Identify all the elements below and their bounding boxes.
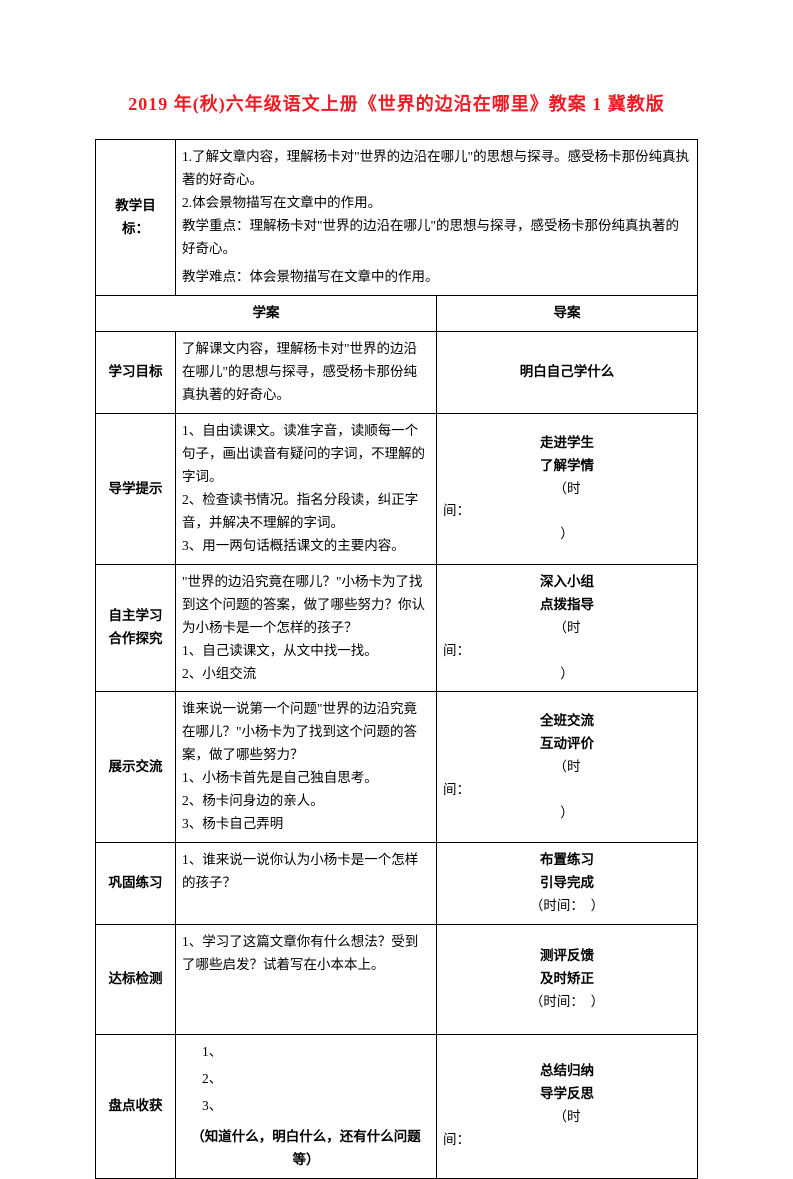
guide-right-2: 了解学情 — [443, 455, 691, 478]
show-line-2: 1、小杨卡首先是自己独自思考。 — [182, 767, 430, 790]
self-line-2: 1、自己读课文，从文中找一找。 — [182, 640, 430, 663]
goal-line-1: 1.了解文章内容，理解杨卡对"世界的边沿在哪儿"的思想与探寻。感受杨卡那份纯真执… — [182, 146, 691, 192]
content-guide-hint: 1、自由读课文。读准字音，读顺每一个句子，画出读音有疑问的字词，不理解的字词。 … — [176, 414, 437, 565]
practice-right-2: 引导完成 — [443, 872, 691, 895]
goal-line-3: 教学重点：理解杨卡对"世界的边沿在哪儿"的思想与探寻，感受杨卡那份纯真执著的好奇… — [182, 215, 691, 261]
show-line-1: 谁来说一说第一个问题"世界的边沿究竟在哪儿？"小杨卡为了找到这个问题的答案，做了… — [182, 698, 430, 767]
test-right-2: 及时矫正 — [443, 968, 691, 991]
right-harvest: 总结归纳 导学反思 （时 间： — [437, 1034, 698, 1178]
content-study-target: 了解课文内容，理解杨卡对"世界的边沿在哪儿"的思想与探寻，感受杨卡那份纯真执著的… — [176, 332, 437, 414]
row-section-header: 学案 导案 — [96, 296, 698, 332]
content-self-study: "世界的边沿究竟在哪儿？"小杨卡为了找到这个问题的答案，做了哪些努力？你认为小杨… — [176, 564, 437, 692]
guide-right-5: ） — [443, 523, 691, 546]
right-self-study: 深入小组 点拨指导 （时 间： ） — [437, 564, 698, 692]
harvest-list: 1、 2、 3、 — [182, 1041, 430, 1118]
content-show-share: 谁来说一说第一个问题"世界的边沿究竟在哪儿？"小杨卡为了找到这个问题的答案，做了… — [176, 692, 437, 843]
label-teaching-goal: 教学目标： — [96, 139, 176, 296]
show-right-5: ） — [443, 802, 691, 825]
content-test: 1、学习了这篇文章你有什么想法？受到了哪些启发？试着写在小本本上。 — [176, 924, 437, 1034]
document-title: 2019 年(秋)六年级语文上册《世界的边沿在哪里》教案 1 冀教版 — [95, 90, 698, 119]
test-right-3: （时间： ） — [443, 991, 691, 1014]
show-right-4: 间： — [443, 779, 691, 802]
harvest-item-1: 1、 — [202, 1041, 430, 1064]
right-practice: 布置练习 引导完成 （时间： ） — [437, 843, 698, 925]
guide-right-1: 走进学生 — [443, 432, 691, 455]
row-practice: 巩固练习 1、谁来说一说你认为小杨卡是一个怎样的孩子？ 布置练习 引导完成 （时… — [96, 843, 698, 925]
self-right-1: 深入小组 — [443, 571, 691, 594]
show-right-1: 全班交流 — [443, 710, 691, 733]
content-practice: 1、谁来说一说你认为小杨卡是一个怎样的孩子？ — [176, 843, 437, 925]
label-show-share: 展示交流 — [96, 692, 176, 843]
label-test: 达标检测 — [96, 924, 176, 1034]
guide-line-2: 2、检查读书情况。指名分段读，纠正字音，并解决不理解的字词。 — [182, 489, 430, 535]
harvest-footer: （知道什么，明白什么，还有什么问题等） — [182, 1126, 430, 1172]
self-line-1: "世界的边沿究竟在哪儿？"小杨卡为了找到这个问题的答案，做了哪些努力？你认为小杨… — [182, 571, 430, 640]
harvest-item-2: 2、 — [202, 1068, 430, 1091]
row-teaching-goal: 教学目标： 1.了解文章内容，理解杨卡对"世界的边沿在哪儿"的思想与探寻。感受杨… — [96, 139, 698, 296]
label-practice: 巩固练习 — [96, 843, 176, 925]
goal-line-4: 教学难点：体会景物描写在文章中的作用。 — [182, 266, 691, 289]
right-test: 测评反馈 及时矫正 （时间： ） — [437, 924, 698, 1034]
show-line-4: 3、杨卡自己弄明 — [182, 813, 430, 836]
label-self-study: 自主学习合作探究 — [96, 564, 176, 692]
guide-line-1: 1、自由读课文。读准字音，读顺每一个句子，画出读音有疑问的字词，不理解的字词。 — [182, 420, 430, 489]
practice-right-1: 布置练习 — [443, 849, 691, 872]
goal-line-2: 2.体会景物描写在文章中的作用。 — [182, 192, 691, 215]
self-right-2: 点拨指导 — [443, 594, 691, 617]
guide-right-3: （时 — [443, 478, 691, 501]
self-right-5: ） — [443, 663, 691, 686]
label-harvest: 盘点收获 — [96, 1034, 176, 1178]
row-test: 达标检测 1、学习了这篇文章你有什么想法？受到了哪些启发？试着写在小本本上。 测… — [96, 924, 698, 1034]
right-study-target: 明白自己学什么 — [437, 332, 698, 414]
row-guide-hint: 导学提示 1、自由读课文。读准字音，读顺每一个句子，画出读音有疑问的字词，不理解… — [96, 414, 698, 565]
header-xuean: 学案 — [96, 296, 437, 332]
content-harvest: 1、 2、 3、 （知道什么，明白什么，还有什么问题等） — [176, 1034, 437, 1178]
label-study-target: 学习目标 — [96, 332, 176, 414]
right-show-share: 全班交流 互动评价 （时 间： ） — [437, 692, 698, 843]
practice-right-3: （时间： ） — [443, 895, 691, 918]
guide-line-3: 3、用一两句话概括课文的主要内容。 — [182, 535, 430, 558]
harvest-right-4: 间： — [443, 1129, 691, 1152]
row-study-target: 学习目标 了解课文内容，理解杨卡对"世界的边沿在哪儿"的思想与探寻，感受杨卡那份… — [96, 332, 698, 414]
harvest-right-1: 总结归纳 — [443, 1060, 691, 1083]
guide-right-4: 间： — [443, 500, 691, 523]
harvest-right-3: （时 — [443, 1106, 691, 1129]
row-show-share: 展示交流 谁来说一说第一个问题"世界的边沿究竟在哪儿？"小杨卡为了找到这个问题的… — [96, 692, 698, 843]
header-daoan: 导案 — [437, 296, 698, 332]
lesson-plan-table: 教学目标： 1.了解文章内容，理解杨卡对"世界的边沿在哪儿"的思想与探寻。感受杨… — [95, 139, 698, 1179]
harvest-right-2: 导学反思 — [443, 1083, 691, 1106]
row-harvest: 盘点收获 1、 2、 3、 （知道什么，明白什么，还有什么问题等） 总结归纳 导… — [96, 1034, 698, 1178]
test-right-1: 测评反馈 — [443, 945, 691, 968]
self-right-3: （时 — [443, 617, 691, 640]
row-self-study: 自主学习合作探究 "世界的边沿究竟在哪儿？"小杨卡为了找到这个问题的答案，做了哪… — [96, 564, 698, 692]
self-right-4: 间： — [443, 640, 691, 663]
show-line-3: 2、杨卡问身边的亲人。 — [182, 790, 430, 813]
show-right-3: （时 — [443, 756, 691, 779]
content-teaching-goal: 1.了解文章内容，理解杨卡对"世界的边沿在哪儿"的思想与探寻。感受杨卡那份纯真执… — [176, 139, 698, 296]
right-guide-hint: 走进学生 了解学情 （时 间： ） — [437, 414, 698, 565]
harvest-item-3: 3、 — [202, 1095, 430, 1118]
show-right-2: 互动评价 — [443, 733, 691, 756]
label-guide-hint: 导学提示 — [96, 414, 176, 565]
self-line-3: 2、小组交流 — [182, 663, 430, 686]
